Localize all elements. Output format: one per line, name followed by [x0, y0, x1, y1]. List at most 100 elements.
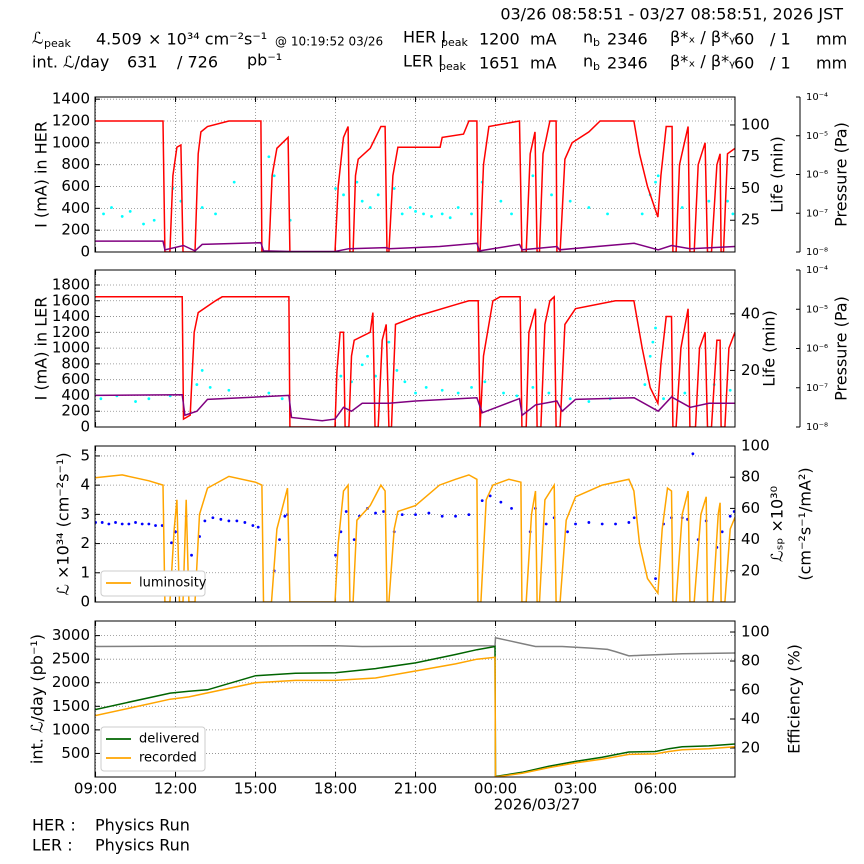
series-point [510, 212, 513, 216]
series-point [632, 516, 636, 520]
y-tick-label: 1200 [52, 323, 90, 341]
y-tick-label: 0 [80, 593, 90, 611]
series-point [403, 380, 407, 384]
y-axis-label: I (mA) in HER [32, 121, 51, 228]
nb-label: n [583, 52, 593, 71]
series-point [342, 193, 345, 197]
series-point [366, 354, 369, 358]
series-point [395, 369, 399, 372]
y-tick-label: 2500 [52, 650, 90, 668]
series-point [134, 400, 137, 403]
lumi-time: @ 10:19:52 03/26 [275, 35, 383, 49]
series-point [376, 193, 380, 197]
series-point [627, 521, 631, 524]
legend-box [100, 570, 206, 597]
series-line [95, 636, 735, 657]
y-tick-label: 3000 [52, 626, 90, 644]
ler-current-sub: peak [439, 60, 466, 73]
series-point [587, 400, 591, 403]
y2-tick-label: 60 [741, 681, 760, 699]
y2-tick-label: 40 [741, 530, 760, 548]
y2-axis-label: Efficiency (%) [785, 644, 804, 754]
y-tick-label: 400 [61, 199, 90, 217]
plot-area [95, 452, 735, 602]
series-point [400, 513, 404, 517]
nb-sub: b [593, 60, 600, 73]
series-point [374, 374, 377, 378]
y3-axis-label: Pressure (Pa) [832, 296, 851, 401]
her-current-sub: peak [441, 36, 468, 49]
ler-current: 1651 [479, 54, 520, 73]
y2-tick-label: 100 [741, 437, 770, 455]
y-tick-label: 400 [61, 386, 90, 404]
y3-tick-label: 10⁻⁵ [806, 304, 828, 315]
y-tick-label: 3 [80, 505, 90, 523]
series-point [154, 524, 157, 527]
series-point [680, 206, 684, 209]
series-point [360, 363, 364, 367]
series-point [102, 212, 105, 216]
beta-unit: mm [816, 54, 847, 73]
series-line [95, 645, 735, 777]
series-point [227, 388, 231, 392]
y-tick-label: 1800 [52, 275, 90, 293]
nb-label: n [583, 28, 593, 47]
y-tick-label: 1500 [52, 697, 90, 715]
time-range: 03/26 08:58:51 - 03/27 08:58:51, 2026 JS… [500, 5, 843, 24]
series-point [480, 499, 484, 502]
series-point [707, 199, 711, 203]
x-tick-label: 09:00 [74, 780, 117, 798]
series-point [400, 212, 404, 216]
series-point [408, 206, 412, 209]
legend-label: luminosity [139, 576, 207, 591]
x-tick-label: 06:00 [634, 780, 677, 798]
series-line [95, 393, 735, 422]
y-tick-label: 2000 [52, 673, 90, 691]
series-line [95, 295, 735, 427]
y3-tick-label: 10⁻⁴ [806, 265, 828, 276]
series-point [499, 199, 503, 203]
int-lumi-unit: pb⁻¹ [247, 51, 282, 70]
series-line [95, 656, 735, 777]
y3-tick-label: 10⁻⁷ [806, 383, 828, 394]
nb-sub: b [593, 36, 600, 49]
series-point [200, 369, 204, 372]
series-point [214, 212, 217, 216]
y-tick-label: 1200 [52, 112, 90, 130]
y-axis-label: int. ℒ/day (pb⁻¹) [28, 634, 47, 764]
series-point [140, 522, 144, 526]
series-point [654, 577, 657, 580]
series-point [232, 180, 236, 184]
series-point [531, 174, 535, 178]
series-point [488, 494, 492, 498]
y-tick-label: 4 [80, 476, 90, 494]
lumi-peak-value: 4.509 [96, 30, 142, 49]
series-point [280, 397, 284, 401]
series-point [648, 354, 652, 358]
series-point [352, 538, 356, 541]
series-point [134, 521, 137, 524]
series-point [114, 521, 117, 524]
series-point [414, 209, 417, 213]
lumi-peak-label: ℒ [32, 29, 44, 48]
y-tick-label: 1600 [52, 291, 90, 309]
series-point [211, 516, 215, 520]
y-tick-label: 0 [80, 243, 90, 261]
series-point [142, 222, 145, 226]
series-point [566, 530, 569, 534]
beta-unit: mm [816, 30, 847, 49]
series-point [99, 397, 103, 401]
y2-tick-label: 20 [741, 361, 760, 379]
series-point [470, 385, 473, 389]
series-point [422, 212, 425, 216]
ler-current-label: LER I [403, 52, 443, 71]
series-point [256, 525, 260, 529]
series-point [147, 522, 151, 526]
series-point [568, 199, 572, 203]
her-current: 1200 [479, 30, 520, 49]
y2-tick-label: 80 [741, 652, 760, 670]
her-status: Physics Run [95, 816, 190, 835]
beta-label: β*ₓ / β*ᵧ [670, 52, 735, 71]
series-point [200, 206, 204, 209]
